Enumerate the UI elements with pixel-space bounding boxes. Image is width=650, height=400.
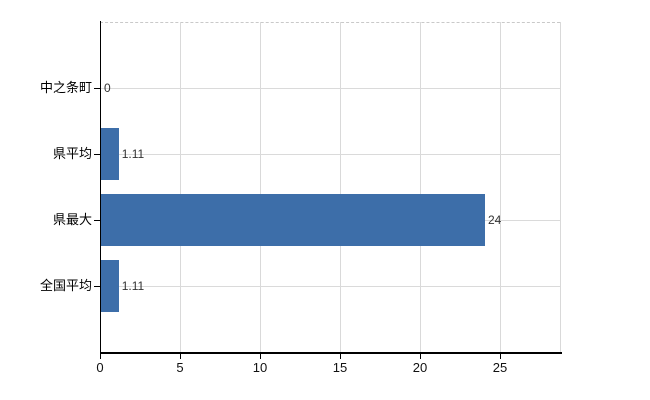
category-label: 全国平均 bbox=[39, 278, 92, 293]
x-gridline bbox=[340, 22, 341, 352]
x-tick-label: 10 bbox=[252, 360, 268, 375]
x-axis-tick bbox=[420, 354, 421, 359]
bar-3 bbox=[101, 260, 119, 312]
plot-top-border bbox=[100, 22, 560, 23]
bar-2 bbox=[101, 194, 485, 246]
x-axis-tick bbox=[100, 354, 101, 359]
x-axis-tick bbox=[340, 354, 341, 359]
category-label: 県平均 bbox=[52, 146, 92, 161]
y-axis-line bbox=[100, 21, 101, 352]
y-axis-tick bbox=[94, 88, 100, 89]
value-label: 1.11 bbox=[121, 147, 145, 161]
category-label: 中之条町 bbox=[39, 80, 92, 95]
x-tick-label: 20 bbox=[412, 360, 428, 375]
plot-right-border bbox=[560, 22, 561, 352]
x-axis-tick bbox=[260, 354, 261, 359]
x-gridline bbox=[260, 22, 261, 352]
category-label: 県最大 bbox=[52, 212, 92, 227]
value-label: 0 bbox=[104, 81, 111, 95]
x-tick-label: 25 bbox=[492, 360, 508, 375]
category-gridline bbox=[100, 88, 560, 89]
category-gridline bbox=[100, 286, 560, 287]
x-axis-tick bbox=[180, 354, 181, 359]
x-tick-label: 15 bbox=[332, 360, 348, 375]
x-gridline bbox=[180, 22, 181, 352]
y-axis-tick bbox=[94, 154, 100, 155]
x-gridline bbox=[420, 22, 421, 352]
x-tick-label: 5 bbox=[176, 360, 184, 375]
value-label: 24 bbox=[488, 213, 502, 227]
x-gridline bbox=[500, 22, 501, 352]
category-gridline bbox=[100, 154, 560, 155]
value-label: 1.11 bbox=[121, 279, 145, 293]
y-axis-tick bbox=[94, 286, 100, 287]
x-tick-label: 0 bbox=[96, 360, 104, 375]
x-axis-line bbox=[100, 352, 562, 354]
bar-1 bbox=[101, 128, 119, 180]
y-axis-tick bbox=[94, 220, 100, 221]
x-axis-tick bbox=[500, 354, 501, 359]
